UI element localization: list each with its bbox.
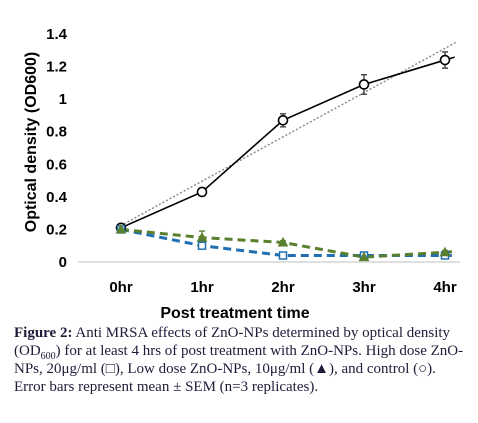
caption-text-1: Anti MRSA effects of ZnO-NPs determined … <box>14 325 451 359</box>
y-tick-label-3: 0.6 <box>46 156 67 173</box>
marker-triangle-2-3 <box>358 251 370 262</box>
marker-circle-0-1 <box>196 186 208 198</box>
marker-triangle-2-2 <box>277 236 289 247</box>
y-tick-label-7: 1.4 <box>46 26 68 43</box>
series-lines <box>120 56 455 259</box>
x-axis-title: Post treatment time <box>160 305 309 320</box>
x-axis-ticks: 0hr 1hr 2hr 3hr 4hr <box>109 279 457 296</box>
caption-text-2: ) for at least 4 hrs of post treatment w… <box>14 343 464 395</box>
marker-circle-0-2 <box>277 115 289 126</box>
y-axis-title: Optical density (OD600) <box>23 52 40 233</box>
y-tick-label-4: 0.8 <box>46 124 67 141</box>
x-tick-label-4hr: 4hr <box>433 279 457 296</box>
x-tick-label-1hr: 1hr <box>190 279 214 296</box>
error-bars <box>118 51 448 260</box>
caption-subscript: 600 <box>40 351 56 362</box>
trendline-group <box>116 41 458 229</box>
series-markers <box>115 54 451 262</box>
marker-triangle-2-4 <box>439 246 451 257</box>
trendline-series-0 <box>116 41 458 229</box>
y-tick-label-5: 1 <box>59 91 67 108</box>
figure-label: Figure 2: <box>14 325 73 341</box>
marker-square-1-2 <box>278 251 288 260</box>
marker-circle-0-4 <box>439 54 451 66</box>
marker-triangle-2-1 <box>196 232 208 242</box>
y-tick-label-0: 0 <box>59 254 67 271</box>
line-series-2 <box>120 227 455 259</box>
marker-circle-0-3 <box>358 79 370 90</box>
marker-square-1-1 <box>197 241 207 250</box>
y-tick-label-2: 0.4 <box>46 189 68 206</box>
y-axis-ticks: 0 0.2 0.4 0.6 0.8 1 1.2 1.4 <box>46 26 68 271</box>
x-tick-label-3hr: 3hr <box>352 279 376 296</box>
figure-caption: Figure 2: Anti MRSA effects of ZnO-NPs d… <box>14 324 466 396</box>
y-tick-label-1: 0.2 <box>46 221 67 238</box>
x-tick-label-2hr: 2hr <box>271 279 295 296</box>
od600-line-chart: 0 0.2 0.4 0.6 0.8 1 1.2 1.4 0hr 1hr 2hr 3hr 4hr Pos… <box>23 26 460 320</box>
y-tick-label-6: 1.2 <box>46 59 67 76</box>
line-series-0 <box>120 56 455 229</box>
marker-triangle-2-0 <box>115 223 127 234</box>
x-tick-label-0hr: 0hr <box>109 279 133 296</box>
line-series-1 <box>120 227 455 257</box>
